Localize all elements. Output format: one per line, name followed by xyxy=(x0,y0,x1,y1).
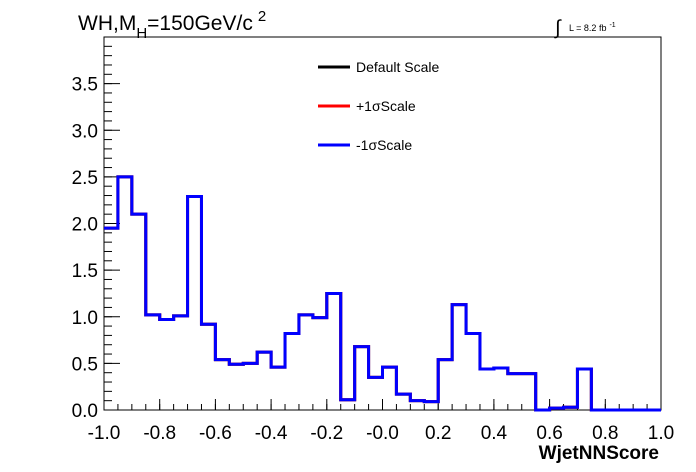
y-tick-label: 1.5 xyxy=(72,261,98,282)
x-tick-label: -0.4 xyxy=(255,423,288,444)
x-tick-label: 0.2 xyxy=(425,423,451,444)
y-tick-label: 0.0 xyxy=(72,401,98,422)
x-tick-label: -0.8 xyxy=(143,423,176,444)
chart-title: WH,MH=150GeV/c 2 xyxy=(78,8,266,42)
legend-label: Default Scale xyxy=(356,59,439,75)
x-axis: -1.0 -0.8 -0.6 -0.4 -0.2 -0.0 0.2 0.4 0.6 0.8 1.0 xyxy=(88,399,674,444)
x-tick-label: 0.6 xyxy=(536,423,562,444)
title-rest: =150GeV/c xyxy=(147,12,253,35)
y-axis: 0.0 0.5 1.0 1.5 2.0 2.5 3.0 3.5 xyxy=(72,36,120,422)
title-superscript: 2 xyxy=(258,8,266,25)
legend-label: -1σScale xyxy=(356,137,412,153)
x-tick-label: -0.6 xyxy=(199,423,232,444)
lumi-text: L = 8.2 fb xyxy=(569,23,606,33)
y-tick-label: 3.5 xyxy=(72,75,98,96)
x-tick-label: 0.8 xyxy=(592,423,618,444)
x-tick-label: -0.2 xyxy=(310,423,343,444)
lumi-label: L = 8.2 fb -1 xyxy=(569,22,616,33)
legend: Default Scale +1σScale -1σScale xyxy=(318,59,439,153)
series-line-2 xyxy=(104,175,661,412)
y-tick-label: 0.5 xyxy=(72,354,98,375)
x-tick-label: -1.0 xyxy=(88,423,121,444)
y-tick-label: 3.0 xyxy=(72,121,98,142)
y-tick-label: 2.5 xyxy=(72,168,98,189)
title-main: WH,M xyxy=(78,12,136,35)
x-tick-label: -0.0 xyxy=(366,423,399,444)
y-tick-label: 1.0 xyxy=(72,308,98,329)
x-axis-label: WjetNNScore xyxy=(539,443,659,464)
series-group xyxy=(104,175,661,412)
title-subscript: H xyxy=(136,25,147,42)
x-tick-label: 0.4 xyxy=(481,423,508,444)
lumi-integral: ∫ xyxy=(554,17,562,39)
lumi-superscript: -1 xyxy=(609,22,615,29)
x-tick-label: 1.0 xyxy=(648,423,674,444)
y-tick-label: 2.0 xyxy=(72,215,98,236)
legend-label: +1σScale xyxy=(356,98,416,114)
